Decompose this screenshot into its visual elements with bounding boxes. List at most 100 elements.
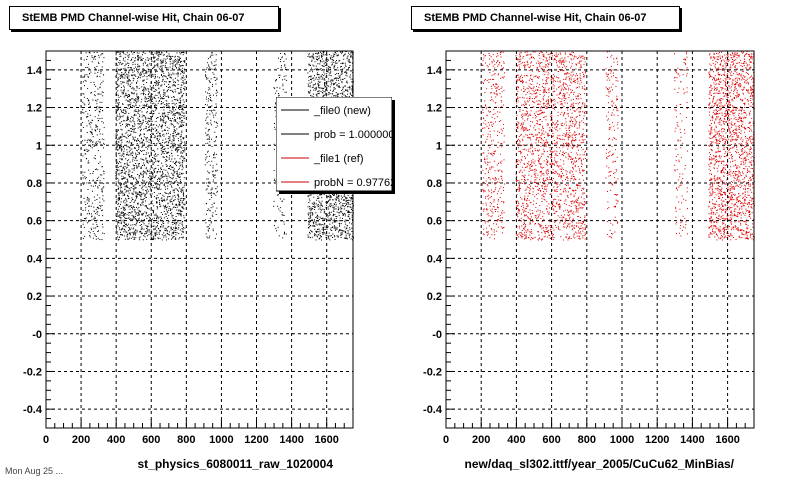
data-point — [165, 207, 167, 209]
data-point — [182, 228, 184, 230]
data-point — [174, 84, 176, 86]
data-point — [179, 106, 181, 108]
data-point — [348, 214, 350, 216]
data-point — [318, 55, 320, 57]
data-point — [151, 238, 153, 240]
data-point — [345, 65, 347, 67]
data-point — [135, 187, 137, 189]
data-point — [209, 81, 211, 83]
data-point — [349, 206, 351, 208]
data-point — [174, 85, 176, 87]
data-point — [318, 81, 320, 83]
data-point — [181, 143, 182, 145]
data-point — [178, 233, 180, 234]
data-point — [126, 151, 128, 153]
data-point — [321, 217, 323, 219]
data-point — [208, 93, 210, 94]
data-point — [146, 141, 148, 143]
data-point — [172, 118, 174, 119]
data-point — [152, 124, 154, 126]
data-point — [141, 116, 143, 118]
data-point — [166, 51, 167, 53]
data-point — [162, 214, 164, 215]
data-point — [94, 91, 96, 93]
data-point — [136, 194, 138, 195]
data-point — [319, 224, 321, 226]
data-point — [144, 205, 146, 207]
data-point — [136, 82, 138, 83]
data-point — [156, 51, 157, 53]
data-point — [147, 88, 149, 90]
data-point — [128, 101, 130, 103]
data-point — [123, 73, 125, 75]
data-point — [97, 206, 99, 208]
data-point — [88, 210, 89, 212]
data-point — [133, 74, 135, 76]
data-point — [151, 177, 153, 179]
data-point — [146, 57, 148, 59]
data-point — [161, 97, 163, 99]
data-point — [153, 66, 155, 68]
data-point — [128, 142, 130, 144]
data-point — [323, 231, 325, 233]
data-point — [320, 75, 322, 77]
data-point — [183, 199, 184, 201]
data-point — [347, 90, 349, 92]
data-point — [103, 183, 105, 185]
data-point — [348, 202, 350, 204]
data-point — [155, 70, 157, 72]
data-point — [127, 217, 129, 219]
data-point — [132, 228, 134, 230]
data-point — [344, 78, 346, 79]
data-point — [212, 212, 214, 214]
data-point — [93, 94, 95, 96]
data-point — [143, 73, 145, 75]
data-point — [129, 233, 131, 235]
data-point — [122, 152, 124, 154]
data-point — [348, 61, 350, 63]
data-point — [176, 112, 178, 114]
data-point — [146, 215, 148, 217]
data-point — [132, 158, 134, 160]
data-point — [145, 183, 147, 185]
data-point — [123, 109, 125, 111]
data-point — [133, 191, 135, 193]
data-point — [92, 99, 94, 101]
data-point — [349, 87, 351, 89]
data-point — [329, 72, 331, 74]
data-point — [154, 155, 156, 157]
data-point — [128, 223, 130, 225]
data-point — [167, 89, 169, 90]
data-point — [102, 209, 103, 211]
data-point — [139, 219, 141, 221]
data-point — [170, 199, 172, 201]
data-point — [212, 84, 213, 85]
data-point — [175, 143, 177, 145]
data-point — [160, 174, 162, 176]
data-point — [135, 152, 137, 154]
data-point — [120, 51, 122, 53]
data-point — [142, 150, 144, 152]
data-point — [339, 86, 341, 88]
data-point — [349, 206, 351, 208]
data-point — [129, 161, 131, 163]
data-point — [99, 139, 101, 140]
data-point — [141, 214, 143, 216]
data-point — [326, 235, 328, 237]
data-point — [209, 129, 210, 131]
data-point — [209, 88, 211, 90]
data-point — [144, 98, 146, 100]
data-point — [100, 144, 102, 146]
data-point — [167, 147, 169, 149]
data-point — [179, 112, 181, 114]
data-point — [152, 235, 154, 237]
data-point — [338, 83, 340, 84]
data-point — [157, 126, 159, 128]
data-point — [90, 71, 92, 73]
data-point — [119, 75, 121, 77]
data-point — [98, 54, 100, 56]
data-point — [171, 145, 173, 147]
data-point — [164, 114, 166, 116]
data-point — [99, 180, 101, 182]
data-point — [83, 183, 85, 185]
